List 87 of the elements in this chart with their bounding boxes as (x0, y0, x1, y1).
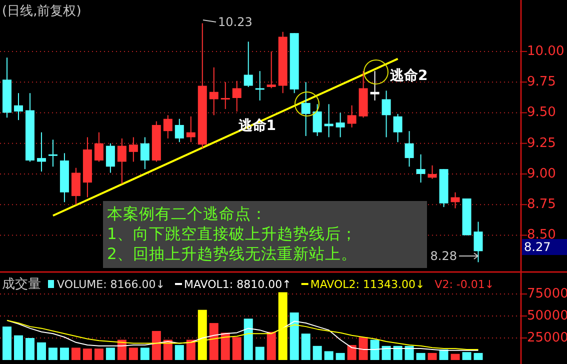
bar (220, 332, 230, 360)
bar (152, 330, 161, 360)
candlestick (324, 104, 334, 138)
candlestick (266, 50, 276, 89)
annotation: 本案例有二个逃命点： 1、向下跳空直接破上升趋势线后； 2、回抽上升趋势线无法重新站上。 (107, 205, 357, 263)
annotation: 8.28 (430, 249, 457, 263)
candlestick (474, 221, 483, 263)
candlestick (106, 142, 115, 174)
y-tick-label: 9.50 (527, 105, 556, 120)
bar (82, 348, 92, 360)
bar (416, 352, 426, 360)
candlestick (117, 138, 126, 184)
candlestick (163, 114, 172, 139)
bar (370, 340, 380, 360)
bar (186, 340, 196, 360)
y-tick-label: 9.75 (527, 74, 556, 90)
bar (336, 352, 345, 360)
candlestick (209, 66, 218, 116)
candlestick (71, 167, 80, 206)
candlestick (232, 80, 242, 112)
bar (382, 346, 391, 360)
y-tick-label: 9.25 (527, 136, 556, 151)
bar (266, 332, 276, 360)
y-tick-label: 8.50 (527, 228, 556, 243)
bar (358, 337, 368, 360)
y-tick-label: 9.00 (527, 166, 556, 182)
candlestick (244, 41, 253, 88)
candlestick (301, 82, 310, 136)
annotation: 10.23 (218, 15, 252, 29)
bar (450, 354, 460, 360)
candlestick (140, 136, 150, 170)
candlestick (186, 116, 196, 143)
bar (2, 326, 12, 360)
bar (301, 334, 310, 360)
legend-label: VOLUME: 8166.00↓ (57, 278, 165, 291)
bar (140, 348, 150, 360)
bar (324, 351, 334, 360)
candlestick (312, 104, 322, 136)
bar (232, 337, 242, 360)
candlestick (94, 132, 104, 162)
bar (106, 348, 115, 360)
bar (36, 342, 46, 360)
candlestick (370, 70, 380, 101)
bar (474, 352, 483, 360)
candlestick (336, 112, 345, 138)
candlestick (404, 130, 414, 168)
bar (393, 346, 402, 360)
bar (60, 348, 69, 360)
y-tick-label: 10.00 (527, 44, 564, 59)
bar (25, 338, 34, 360)
bar (462, 352, 472, 360)
candlestick (347, 104, 356, 128)
candlestick (382, 90, 391, 138)
bar (439, 349, 448, 360)
candlestick (174, 118, 184, 143)
candlestick (128, 136, 138, 162)
bar (94, 348, 104, 360)
bar (71, 348, 80, 360)
bar (255, 346, 264, 360)
candlestick (220, 82, 230, 110)
candlestick (48, 139, 58, 168)
candlestick (36, 132, 46, 172)
bar (404, 346, 414, 360)
bar (174, 345, 184, 360)
bar (290, 312, 299, 360)
y-tick-label: 8.75 (527, 197, 556, 212)
bar (209, 323, 218, 360)
annotation: 逃命2 (389, 68, 428, 84)
candlestick (393, 113, 402, 143)
bar (48, 348, 58, 360)
candlestick (416, 154, 426, 184)
legend-label: MAVOL2: 11343.00↓ (310, 278, 425, 291)
candlestick (255, 70, 264, 101)
candlestick (428, 164, 437, 180)
chart-title: (日线,前复权) (2, 4, 82, 19)
bar (14, 335, 23, 360)
legend-label: MAVOL1: 8810.00↑ (184, 278, 292, 291)
bar (347, 345, 356, 360)
bar (244, 318, 253, 360)
bar (128, 348, 138, 360)
candlestick (450, 192, 460, 209)
bar (428, 352, 437, 360)
chart-title: 成交量 (2, 276, 41, 292)
annotation: V2: -0.01↓ (434, 278, 494, 291)
candlestick (14, 92, 23, 121)
bar (312, 346, 322, 360)
text: 8.27 (524, 240, 551, 254)
